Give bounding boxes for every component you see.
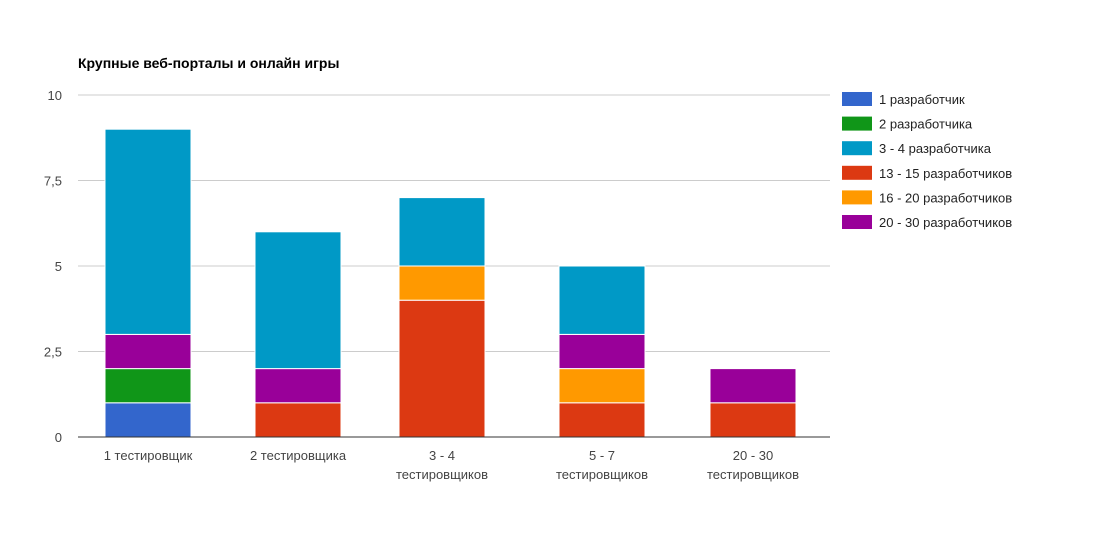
y-tick-label: 7,5: [44, 174, 62, 189]
x-tick-label: 20 - 30 тестировщиков: [707, 448, 799, 482]
bar-segment[interactable]: [398, 197, 486, 267]
legend-swatch: [842, 116, 872, 131]
legend-label: 16 - 20 разработчиков: [879, 190, 1012, 205]
legend-item[interactable]: 2 разработчика: [842, 116, 973, 132]
legend-label: 2 разработчика: [879, 117, 973, 132]
bar-segment[interactable]: [558, 402, 646, 438]
legend-label: 20 - 30 разработчиков: [879, 215, 1012, 230]
bar-segment[interactable]: [254, 368, 342, 404]
legend-swatch: [842, 165, 872, 180]
bar-segment[interactable]: [104, 368, 192, 404]
x-tick-label: 1 тестировщик: [104, 448, 193, 463]
bar-segment[interactable]: [709, 402, 797, 438]
x-tick-label: 3 - 4 тестировщиков: [396, 448, 488, 482]
legend-swatch: [842, 141, 872, 156]
legend-label: 3 - 4 разработчика: [879, 141, 992, 156]
legend-item[interactable]: 1 разработчик: [842, 92, 965, 107]
bar-segment[interactable]: [254, 231, 342, 370]
bar-segment[interactable]: [398, 265, 486, 301]
bar-segment[interactable]: [254, 402, 342, 438]
bar-segment[interactable]: [104, 402, 192, 438]
legend-item[interactable]: 3 - 4 разработчика: [842, 141, 992, 156]
bar-segment[interactable]: [398, 299, 486, 438]
legend-item[interactable]: 16 - 20 разработчиков: [842, 190, 1012, 205]
legend-item[interactable]: 20 - 30 разработчиков: [842, 215, 1012, 230]
chart-title: Крупные веб-порталы и онлайн игры: [78, 55, 339, 71]
y-tick-label: 10: [48, 88, 62, 103]
legend-label: 1 разработчик: [879, 92, 965, 107]
bar-segment[interactable]: [104, 128, 192, 335]
legend-swatch: [842, 190, 872, 205]
bars: [104, 128, 797, 438]
bar-segment[interactable]: [709, 368, 797, 404]
y-tick-label: 5: [55, 259, 62, 274]
legend-item[interactable]: 13 - 15 разработчиков: [842, 165, 1012, 181]
legend[interactable]: 1 разработчик 2 разработчика 3 - 4 разрабо…: [842, 92, 1012, 230]
x-axis-ticks: 1 тестировщик 2 тестировщика 3 - 4 тестиров…: [104, 448, 799, 482]
x-tick-label: 5 - 7 тестировщиков: [556, 448, 648, 482]
legend-swatch: [842, 215, 872, 229]
x-tick-label: 2 тестировщика: [250, 448, 347, 463]
bar-segment[interactable]: [558, 265, 646, 335]
legend-label: 13 - 15 разработчиков: [879, 166, 1012, 181]
y-tick-label: 0: [55, 430, 62, 445]
bar-segment[interactable]: [558, 333, 646, 370]
legend-swatch: [842, 92, 872, 106]
bar-segment[interactable]: [558, 368, 646, 404]
y-axis-ticks: 0 2,5 5 7,5 10: [44, 88, 62, 445]
y-tick-label: 2,5: [44, 345, 62, 360]
bar-segment[interactable]: [104, 333, 192, 370]
